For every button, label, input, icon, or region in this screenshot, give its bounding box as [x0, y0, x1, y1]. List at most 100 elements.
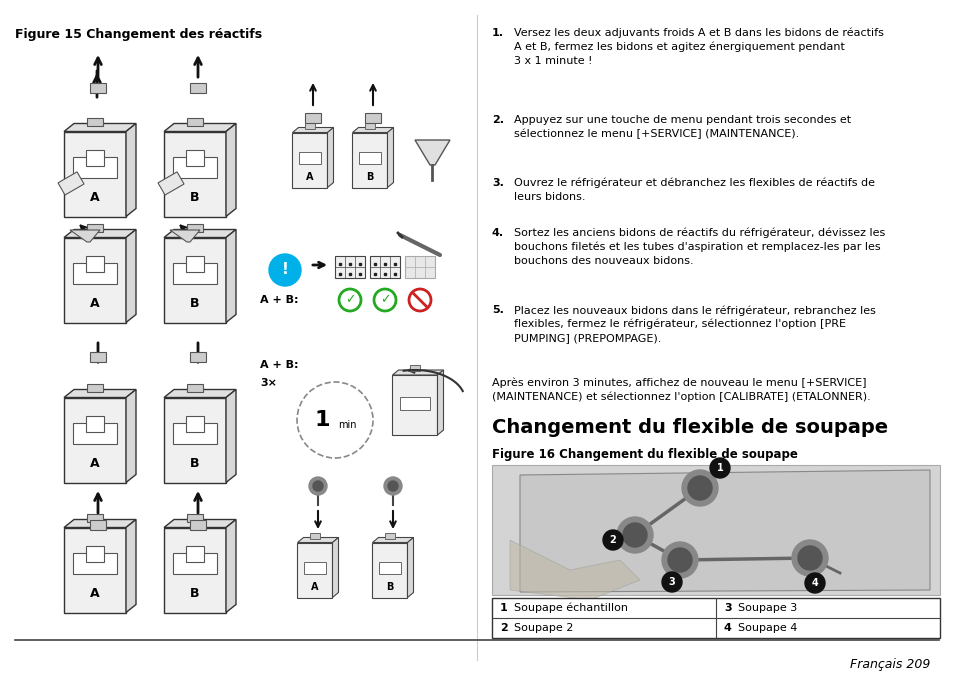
Circle shape — [309, 477, 327, 495]
Polygon shape — [293, 127, 334, 133]
Bar — [186, 546, 204, 561]
Circle shape — [667, 548, 691, 572]
Polygon shape — [64, 520, 136, 528]
Bar — [90, 352, 106, 362]
Text: B: B — [190, 457, 199, 470]
Text: Figure 15 Changement des réactifs: Figure 15 Changement des réactifs — [15, 28, 262, 41]
Bar — [64, 528, 126, 613]
Bar — [190, 352, 206, 362]
Text: ✓: ✓ — [379, 293, 390, 307]
Bar — [310, 532, 319, 539]
Circle shape — [681, 470, 718, 506]
Text: A: A — [91, 457, 100, 470]
Polygon shape — [164, 230, 235, 237]
Bar — [173, 423, 216, 444]
Circle shape — [709, 458, 729, 478]
Polygon shape — [519, 470, 929, 592]
Text: 1: 1 — [314, 410, 330, 430]
Bar — [58, 172, 84, 195]
Polygon shape — [126, 390, 136, 483]
Bar — [73, 263, 116, 284]
Bar — [186, 150, 204, 166]
Bar — [187, 117, 203, 125]
Polygon shape — [226, 520, 235, 613]
Text: Français 209: Français 209 — [849, 658, 929, 671]
Text: Appuyez sur une touche de menu pendant trois secondes et
sélectionnez le menu [+: Appuyez sur une touche de menu pendant t… — [514, 115, 850, 139]
Text: ✓: ✓ — [344, 293, 355, 307]
Bar — [358, 152, 381, 164]
Text: 3×: 3× — [260, 378, 276, 388]
Polygon shape — [407, 537, 413, 597]
Text: Figure 16 Changement du flexible de soupape: Figure 16 Changement du flexible de soup… — [492, 448, 797, 461]
Bar — [87, 117, 103, 125]
Bar — [186, 256, 204, 272]
Text: Soupape 4: Soupape 4 — [738, 623, 797, 633]
Bar — [164, 398, 226, 483]
Bar — [186, 417, 204, 431]
Circle shape — [269, 254, 301, 286]
Polygon shape — [170, 230, 200, 242]
Bar — [190, 520, 206, 530]
Text: B: B — [386, 582, 394, 592]
Text: !: ! — [281, 262, 288, 278]
Bar — [90, 520, 106, 530]
Bar — [90, 83, 106, 93]
Text: 1.: 1. — [492, 28, 503, 38]
Polygon shape — [372, 537, 413, 543]
Bar — [293, 133, 327, 187]
Polygon shape — [226, 390, 235, 483]
Bar — [492, 598, 939, 638]
Text: 4.: 4. — [492, 228, 503, 238]
Polygon shape — [164, 520, 235, 528]
Text: Soupape échantillon: Soupape échantillon — [514, 603, 627, 613]
Text: min: min — [337, 420, 356, 430]
Bar — [190, 83, 206, 93]
Text: 2.: 2. — [492, 115, 503, 125]
Text: Changement du flexible de soupape: Changement du flexible de soupape — [492, 418, 887, 437]
Text: Sortez les anciens bidons de réactifs du réfrigérateur, dévissez les
bouchons fi: Sortez les anciens bidons de réactifs du… — [514, 228, 884, 266]
Bar — [173, 263, 216, 284]
Bar — [297, 543, 333, 597]
Circle shape — [661, 572, 681, 592]
Polygon shape — [164, 123, 235, 131]
Bar — [303, 562, 326, 574]
Bar — [86, 150, 104, 166]
Polygon shape — [64, 390, 136, 398]
Text: Versez les deux adjuvants froids A et B dans les bidons de réactifs
A et B, ferm: Versez les deux adjuvants froids A et B … — [514, 28, 882, 65]
Polygon shape — [226, 230, 235, 322]
Bar — [173, 553, 216, 574]
Text: 1: 1 — [716, 463, 722, 473]
Bar — [410, 365, 419, 371]
Bar — [64, 398, 126, 483]
Text: Après environ 3 minutes, affichez de nouveau le menu [+SERVICE]
(MAINTENANCE) et: Après environ 3 minutes, affichez de nou… — [492, 378, 870, 402]
Text: 3.: 3. — [492, 178, 503, 188]
Bar — [378, 562, 401, 574]
Polygon shape — [392, 370, 443, 375]
Circle shape — [313, 481, 323, 491]
Bar — [87, 514, 103, 522]
Text: 5.: 5. — [492, 305, 503, 315]
Text: 3: 3 — [668, 577, 675, 587]
Bar — [158, 172, 184, 195]
Circle shape — [384, 477, 401, 495]
Text: 4: 4 — [723, 623, 731, 633]
Polygon shape — [387, 127, 393, 187]
Bar — [370, 256, 399, 278]
Text: B: B — [190, 297, 199, 310]
Text: Soupape 2: Soupape 2 — [514, 623, 573, 633]
Bar — [405, 256, 435, 278]
Circle shape — [804, 573, 824, 593]
Bar — [400, 396, 429, 410]
Text: A: A — [91, 587, 100, 601]
Bar — [64, 131, 126, 216]
Circle shape — [661, 542, 698, 578]
Circle shape — [622, 523, 646, 547]
Bar — [305, 123, 314, 129]
Polygon shape — [164, 390, 235, 398]
Circle shape — [388, 481, 397, 491]
Polygon shape — [126, 520, 136, 613]
Circle shape — [687, 476, 711, 500]
Bar — [365, 113, 380, 123]
Text: 2: 2 — [609, 535, 616, 545]
Bar — [352, 133, 387, 187]
